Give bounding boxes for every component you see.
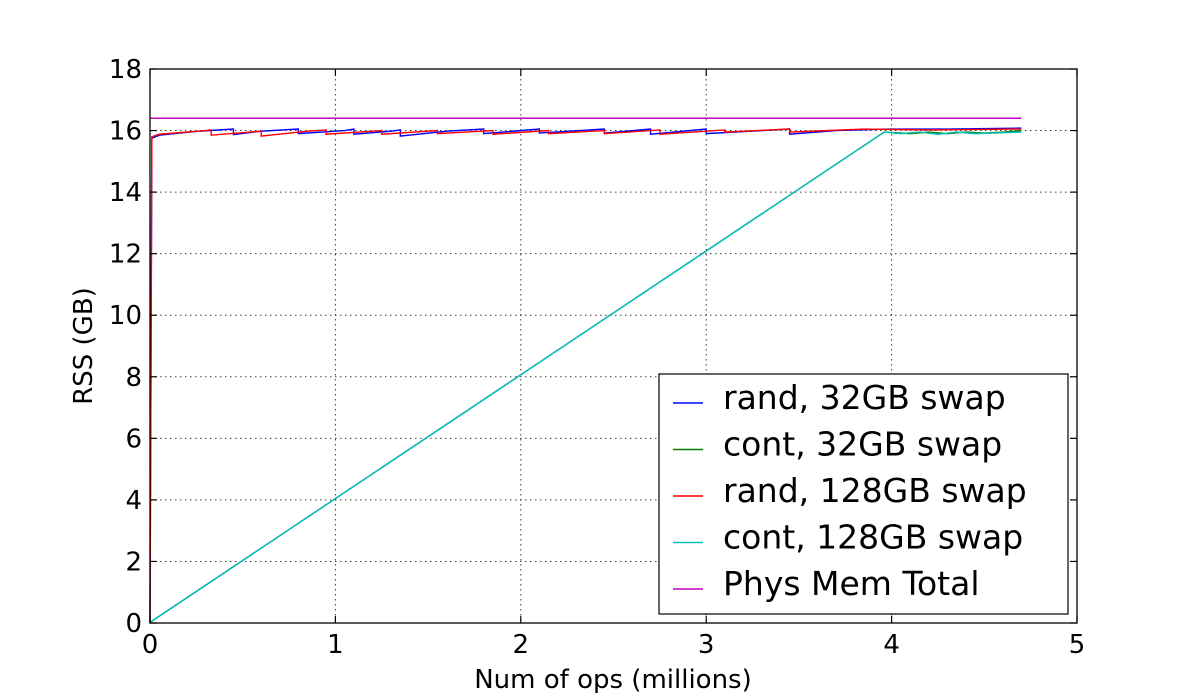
series-line-3	[149, 131, 1022, 623]
legend-label: cont, 32GB swap	[723, 425, 1002, 464]
y-tick-label: 12	[109, 240, 142, 270]
x-tick-label: 4	[883, 630, 900, 660]
x-tick-label: 5	[1069, 630, 1086, 660]
legend-label: Phys Mem Total	[723, 564, 980, 603]
y-axis-label: RSS (GB)	[69, 287, 99, 405]
x-axis-label: Num of ops (millions)	[474, 665, 752, 693]
y-tick-label: 18	[109, 55, 142, 85]
y-tick-label: 16	[109, 117, 142, 147]
y-tick-label: 4	[125, 486, 142, 516]
series-line-2	[149, 128, 1022, 624]
x-tick-label: 0	[142, 630, 159, 660]
legend-label: rand, 32GB swap	[723, 378, 1006, 417]
legend-label: rand, 128GB swap	[723, 471, 1027, 510]
y-tick-label: 14	[109, 178, 142, 208]
legend-box	[658, 373, 1069, 615]
x-tick-label: 3	[698, 630, 715, 660]
plot-frame	[149, 68, 1078, 624]
y-tick-label: 8	[125, 363, 142, 393]
y-tick-label: 0	[125, 609, 142, 639]
legend: rand, 32GB swap cont, 32GB swap rand, 128G…	[658, 373, 1069, 615]
x-tick-label: 1	[327, 630, 344, 660]
y-tick-label: 2	[125, 547, 142, 577]
plot-series	[149, 117, 1022, 624]
legend-label: cont, 128GB swap	[723, 518, 1023, 557]
y-tick-label: 10	[109, 301, 142, 331]
x-tick-label: 2	[513, 630, 530, 660]
y-tick-label: 6	[125, 424, 142, 454]
